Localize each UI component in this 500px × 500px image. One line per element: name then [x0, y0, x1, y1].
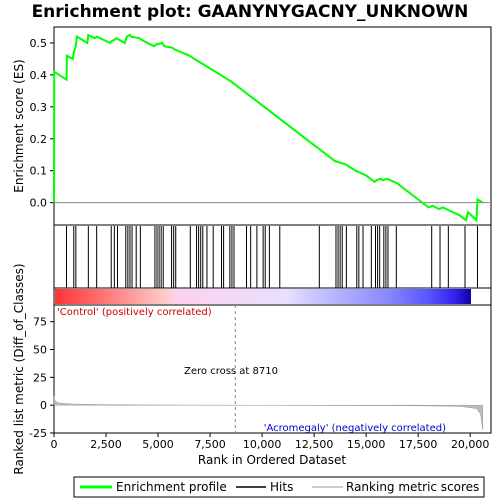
xtick-label: 0	[51, 438, 58, 451]
metric-y-axis-label: Ranked list metric (Diff_of_Classes)	[12, 263, 26, 474]
es-ytick-label: 0.5	[30, 37, 48, 50]
metric-y-axis-ticks: -25 0 25 50 75	[29, 316, 54, 440]
xtick-label: 20,000	[451, 438, 490, 451]
ranking-metric-area	[53, 396, 483, 430]
metric-ytick-label: 0	[40, 399, 47, 412]
es-ytick-label: 0.1	[30, 165, 48, 178]
xtick-label: 12,500	[295, 438, 334, 451]
xtick-label: 5,000	[142, 438, 174, 451]
xtick-label: 17,500	[399, 438, 438, 451]
xtick-label: 10,000	[243, 438, 282, 451]
positive-correlation-label: 'Control' (positively correlated)	[57, 307, 212, 318]
es-ytick-label: 0.4	[30, 69, 48, 82]
x-axis-ticks: 0 2,500 5,000 7,500 10,000 12,500 15,000 17,500…	[51, 433, 490, 451]
legend-box	[73, 476, 485, 498]
hit-markers	[65, 226, 478, 288]
xtick-label: 2,500	[90, 438, 122, 451]
metric-ytick-label: 50	[33, 344, 47, 357]
hits-panel-frame	[53, 224, 492, 289]
legend-hits-label: Hits	[270, 480, 293, 494]
es-ytick-label: 0.0	[30, 197, 48, 210]
chart-title: Enrichment plot: GAANYNYGACNY_UNKNOWN	[32, 2, 469, 22]
metric-ytick-label: -25	[29, 427, 47, 440]
negative-correlation-label: 'Acromegaly' (negatively correlated)	[264, 423, 446, 434]
zero-cross-label: Zero cross at 8710	[184, 366, 278, 377]
metric-ytick-label: 25	[33, 371, 47, 384]
metric-ytick-label: 75	[33, 316, 47, 329]
xtick-label: 7,500	[194, 438, 226, 451]
enrichment-profile-line	[53, 33, 484, 223]
es-ytick-label: 0.2	[30, 133, 48, 146]
es-panel-frame	[53, 26, 492, 226]
es-y-axis-ticks: 0.0 0.1 0.2 0.3 0.4 0.5	[30, 37, 54, 210]
es-ytick-label: 0.3	[30, 101, 48, 114]
xtick-label: 15,000	[347, 438, 386, 451]
ranking-heatmap-bar	[55, 289, 471, 304]
x-axis-label: Rank in Ordered Dataset	[198, 453, 346, 467]
metric-panel-frame	[53, 304, 492, 434]
legend-enrichment-label: Enrichment profile	[116, 480, 227, 494]
legend-metric-label: Ranking metric scores	[346, 480, 479, 494]
es-y-axis-label: Enrichment score (ES)	[12, 59, 26, 192]
